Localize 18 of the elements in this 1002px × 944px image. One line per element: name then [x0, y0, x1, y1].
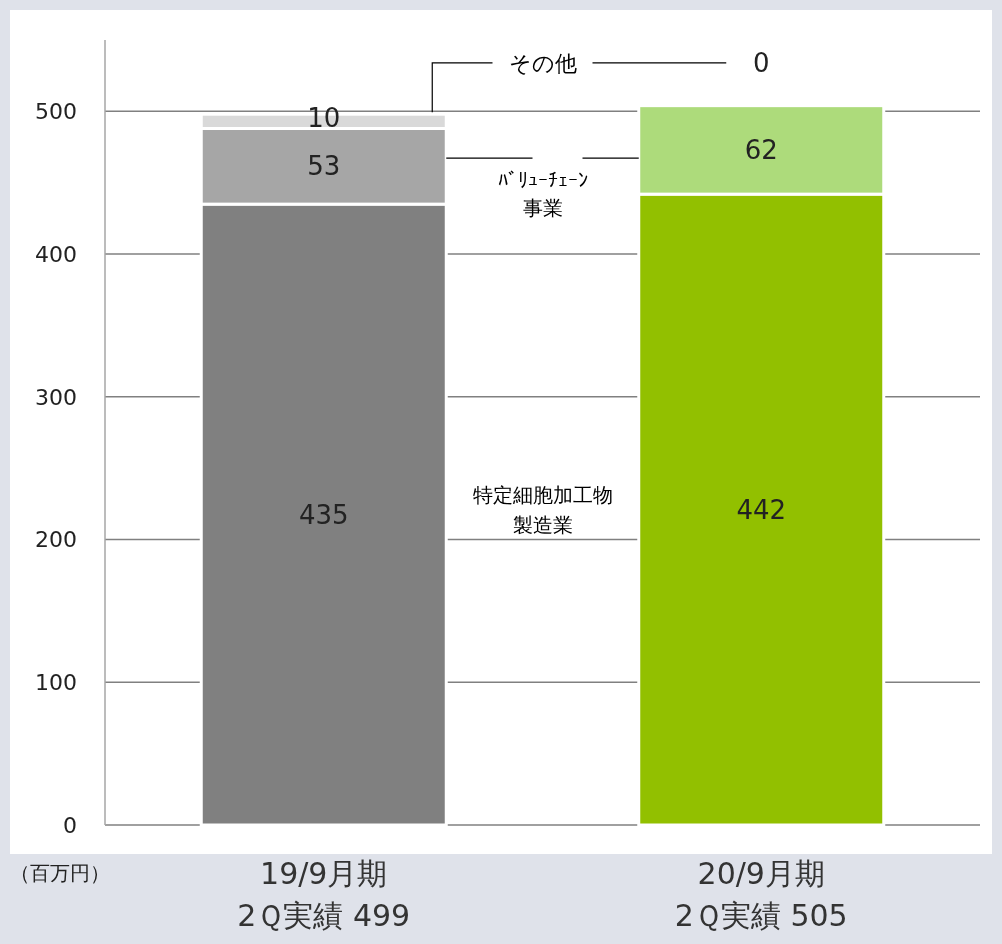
- data-label: 0: [752, 47, 770, 78]
- data-label: 53: [307, 151, 341, 182]
- data-label: 10: [307, 103, 341, 134]
- x-tick-label: 20/9月期 2Ｑ実績 505: [674, 856, 848, 933]
- data-label: 435: [298, 499, 349, 530]
- data-label: 62: [744, 135, 778, 165]
- series-label: 特定細胞加工物製造業: [472, 482, 613, 537]
- y-tick-label: 300: [35, 384, 77, 410]
- y-axis-title: （百万円）: [10, 861, 110, 885]
- x-tick-label: 19/9月期 2Ｑ実績 499: [237, 856, 411, 933]
- y-tick-label: 500: [35, 99, 77, 125]
- data-label: 442: [736, 494, 787, 525]
- y-tick-label: 400: [35, 241, 77, 267]
- y-tick-label: 100: [35, 669, 77, 695]
- text: その他: [508, 50, 577, 76]
- y-tick-label: 0: [63, 812, 77, 838]
- text: ﾊﾞﾘｭｰﾁｪｰﾝ事業: [497, 168, 588, 221]
- y-tick-label: 200: [35, 527, 77, 553]
